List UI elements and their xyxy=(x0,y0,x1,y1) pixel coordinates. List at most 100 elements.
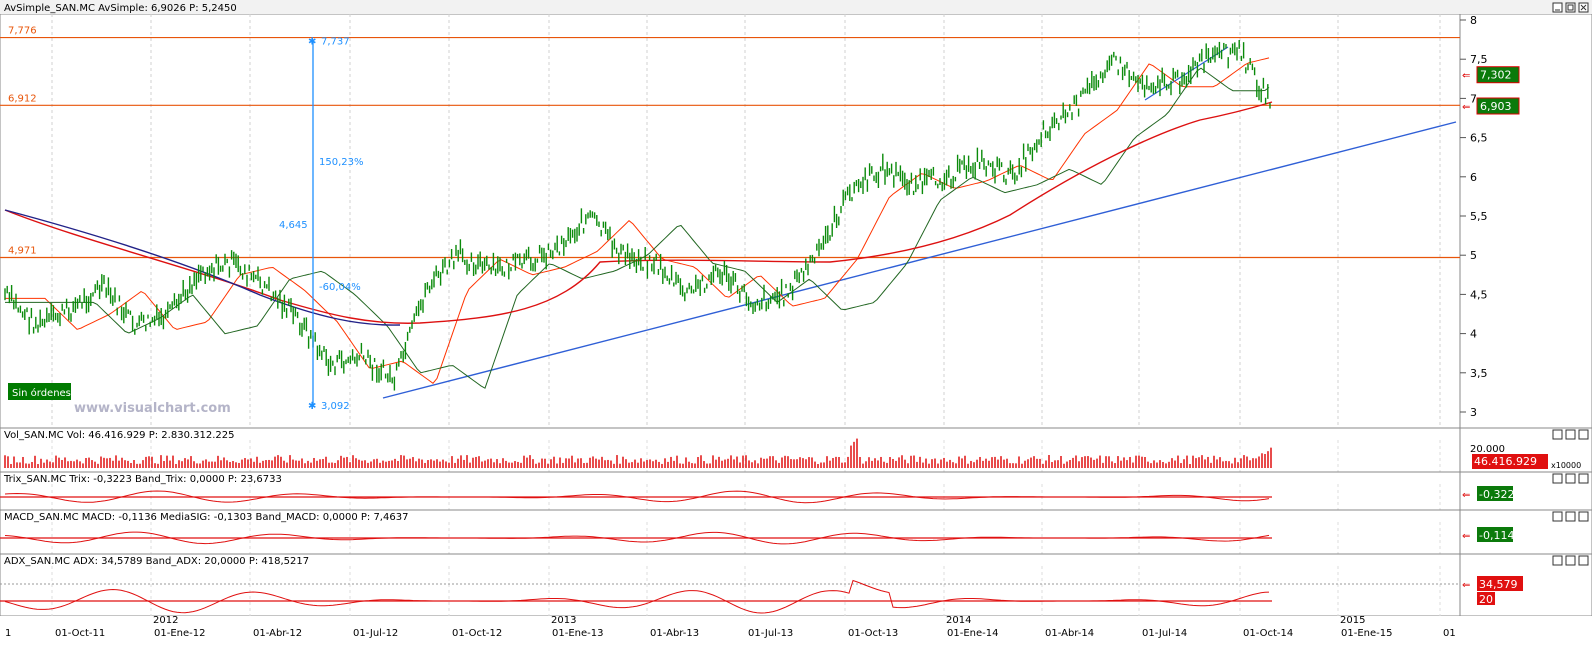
x-tick-label: 01-Oct-13 xyxy=(848,628,898,639)
panel-value-tag xyxy=(1477,576,1523,591)
value-arrow-icon: ⇐ xyxy=(1462,490,1470,501)
x-tick-label: 01 xyxy=(1443,628,1456,639)
x-year-label: 2015 xyxy=(1340,615,1365,626)
panel-header-macd: MACD_SAN.MC MACD: -0,1136 MediaSIG: -0,1… xyxy=(4,512,408,523)
maximize-icon[interactable] xyxy=(1565,511,1576,522)
minimize-icon[interactable] xyxy=(1552,511,1563,522)
price-tag-arrow-icon: ⇐ xyxy=(1462,102,1470,113)
price-candles xyxy=(4,40,1271,391)
maximize-icon[interactable] xyxy=(1565,555,1576,566)
x-tick-label: 01-Oct-14 xyxy=(1243,628,1293,639)
panel-header-trix: Trix_SAN.MC Trix: -0,3223 Band_Trix: 0,0… xyxy=(3,474,282,485)
watermark: www.visualchart.com xyxy=(74,401,231,416)
close-icon[interactable] xyxy=(1578,511,1589,522)
x-year-label: 2012 xyxy=(153,615,178,626)
y-tick-label: 8 xyxy=(1470,14,1477,27)
measure-up-pct: 150,23% xyxy=(319,157,364,168)
x-tick-label: 01-Oct-12 xyxy=(452,628,502,639)
panel-value-tag xyxy=(1477,527,1513,542)
panel-tick-label: 20.000 xyxy=(1470,444,1505,455)
measure-top-icon: ✱ xyxy=(308,37,316,48)
x-axis-bar xyxy=(0,616,1592,649)
x-tick-label: 01-Abr-12 xyxy=(253,628,302,639)
x-year-label: 2014 xyxy=(946,615,971,626)
y-tick-label: 6,5 xyxy=(1470,132,1488,145)
panel-value-tag-label: 46.416.929 xyxy=(1474,455,1537,468)
panel-value-tag xyxy=(1477,592,1495,605)
x-tick-label: 01-Ene-15 xyxy=(1341,628,1392,639)
panel-plot-adx[interactable] xyxy=(0,553,1461,617)
measure-bottom-icon: ✱ xyxy=(308,401,316,412)
x-tick-label: 01-Abr-14 xyxy=(1045,628,1094,639)
price-tags: ⇐ 7,302 ⇐ 6,903 xyxy=(1462,66,1520,115)
y-tick-label: 7 xyxy=(1470,92,1477,105)
value-arrow-icon: ⇐ xyxy=(1462,580,1470,591)
horizontal-line-label: 6,912 xyxy=(8,93,37,104)
ma-blue-line xyxy=(4,209,401,326)
y-tick-label: 7,5 xyxy=(1470,53,1488,66)
horizontal-line-label: 4,971 xyxy=(8,245,37,256)
indicator-line xyxy=(4,579,1270,614)
x-tick-label: 01-Ene-12 xyxy=(154,628,205,639)
panel-header-adx: ADX_SAN.MC ADX: 34,5789 Band_ADX: 20,000… xyxy=(4,556,309,567)
measure-bottom-label: 3,092 xyxy=(321,401,350,412)
x-tick-label: 01-Ene-14 xyxy=(947,628,998,639)
y-tick-label: 3,5 xyxy=(1470,367,1488,380)
indicator-line xyxy=(4,490,1270,504)
price-tag-label: 7,302 xyxy=(1480,69,1512,82)
orders-badge-label: Sin órdenes xyxy=(12,387,71,399)
panel-value-tag-label: 34,579 xyxy=(1479,578,1518,591)
panel-value-tag-label: 20 xyxy=(1479,593,1493,606)
main-header: AvSimple_SAN.MC AvSimple: 6,9026 P: 5,24… xyxy=(4,3,237,14)
minimize-icon[interactable] xyxy=(1552,429,1563,440)
price-tag xyxy=(1476,97,1520,115)
x-year-label: 2013 xyxy=(551,615,576,626)
maximize-icon[interactable] xyxy=(1565,473,1576,484)
main-window-controls[interactable] xyxy=(1552,2,1589,13)
measure-tool[interactable]: ✱ ✱ 7,737 3,092 4,645 150,23% -60,04% xyxy=(279,37,364,412)
indicator-line xyxy=(4,531,1270,545)
measure-diff-label: 4,645 xyxy=(279,220,308,231)
horizontal-lines[interactable]: 7,776 6,912 4,971 xyxy=(0,26,1460,259)
y-tick-label: 5 xyxy=(1470,249,1477,262)
orders-badge[interactable]: Sin órdenes xyxy=(8,383,71,400)
close-icon[interactable] xyxy=(1578,429,1589,440)
horizontal-line-label: 7,776 xyxy=(8,26,37,37)
maximize-icon[interactable] xyxy=(1565,2,1576,13)
measure-down-pct: -60,04% xyxy=(319,282,361,293)
main-header-bar xyxy=(0,0,1592,14)
price-tag-arrow-icon: ⇐ xyxy=(1462,71,1470,82)
minimize-icon[interactable] xyxy=(1552,2,1563,13)
x-tick-label: 01-Jul-13 xyxy=(748,628,793,639)
panel-value-tag-label: -0,322 xyxy=(1479,488,1514,501)
y-tick-label: 4 xyxy=(1470,328,1477,341)
maximize-icon[interactable] xyxy=(1565,429,1576,440)
close-icon[interactable] xyxy=(1578,555,1589,566)
close-icon[interactable] xyxy=(1578,473,1589,484)
main-plot-area[interactable] xyxy=(0,13,1461,429)
price-tag xyxy=(1476,66,1520,84)
y-tick-label: 6 xyxy=(1470,171,1477,184)
value-arrow-icon: ⇐ xyxy=(1462,531,1470,542)
ma-short-line xyxy=(5,57,1270,384)
y-tick-label: 3 xyxy=(1470,406,1477,419)
x-tick-label: 01-Abr-13 xyxy=(650,628,699,639)
x-tick-label: 1 xyxy=(5,628,11,639)
trend-line[interactable] xyxy=(382,46,1457,399)
y-axis-ticks: 3 3,5 4 4,5 5 5,5 6 6,5 7 7,5 8 xyxy=(1460,14,1488,419)
minimize-icon[interactable] xyxy=(1552,555,1563,566)
x-axis: 1 01-Oct-11 01-Ene-12 01-Abr-12 01-Jul-12 01-… xyxy=(0,615,1592,649)
x-tick-label: 01-Oct-11 xyxy=(55,628,105,639)
price-tag-label: 6,903 xyxy=(1480,100,1512,113)
y-tick-label: 5,5 xyxy=(1470,210,1488,223)
x-tick-label: 01-Jul-14 xyxy=(1142,628,1187,639)
minimize-icon[interactable] xyxy=(1552,473,1563,484)
panel-plot-macd[interactable] xyxy=(0,509,1461,555)
panel-value-tag xyxy=(1472,454,1548,469)
measure-top-label: 7,737 xyxy=(321,37,350,48)
x-tick-label: 01-Ene-13 xyxy=(552,628,603,639)
indicator-panels: Vol_SAN.MC Vol: 46.416.929 P: 2.830.312.… xyxy=(0,427,1592,617)
panel-value-tag xyxy=(1477,486,1513,501)
